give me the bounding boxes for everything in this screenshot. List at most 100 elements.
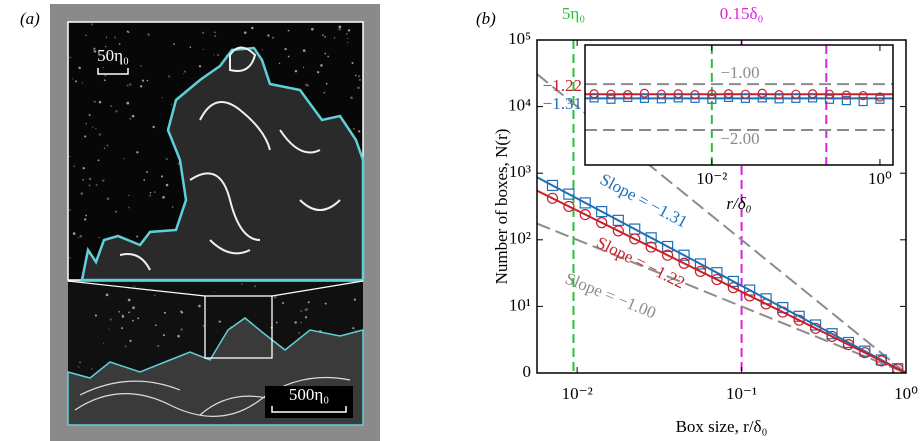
speckle [157, 345, 159, 347]
speckle [106, 145, 108, 147]
speckle [146, 171, 148, 173]
speckle [128, 32, 129, 33]
page: (a) (b) 50η₀ 500η₀ 5η₀0.15δ₀10⁻²10⁻¹10⁰0… [0, 0, 921, 441]
speckle [177, 335, 180, 338]
speckle [288, 30, 290, 32]
speckle [98, 159, 100, 161]
speckle [99, 133, 101, 135]
speckle [104, 79, 106, 81]
speckle [93, 51, 94, 52]
speckle [84, 218, 86, 220]
speckle [142, 80, 144, 82]
speckle [161, 175, 163, 177]
speckle [86, 123, 87, 124]
scale-bar-label: 50η₀ [97, 46, 129, 65]
speckle [358, 130, 360, 132]
speckle [163, 334, 165, 336]
speckle [358, 75, 360, 77]
speckle [154, 294, 156, 296]
speckle [137, 317, 139, 319]
x-tick-label: 10⁻² [696, 169, 727, 188]
speckle [91, 368, 93, 370]
speckle [338, 28, 341, 31]
speckle [123, 158, 124, 159]
speckle [184, 71, 186, 73]
speckle [295, 70, 297, 72]
speckle [107, 197, 110, 200]
speckle [334, 37, 336, 39]
speckle [168, 75, 170, 77]
speckle [213, 54, 214, 55]
speckle [89, 114, 91, 116]
speckle [94, 50, 96, 52]
speckle [347, 38, 348, 39]
speckle [166, 158, 168, 160]
speckle [129, 83, 131, 85]
speckle [308, 301, 310, 303]
speckle [126, 102, 129, 105]
speckle [172, 206, 174, 208]
speckle [102, 179, 104, 181]
speckle [347, 42, 348, 43]
speckle [214, 291, 215, 292]
y-tick-label: 10⁴ [508, 96, 531, 115]
speckle [83, 167, 85, 169]
speckle [75, 80, 77, 82]
speckle [89, 184, 91, 186]
speckle [254, 285, 256, 287]
speckle [128, 207, 130, 209]
speckle [305, 316, 307, 318]
speckle [94, 101, 96, 103]
panel-label: (b) [476, 9, 496, 28]
speckle [69, 257, 71, 259]
speckle [214, 35, 216, 37]
speckle [214, 32, 215, 33]
speckle [294, 321, 296, 323]
speckle [121, 327, 123, 329]
speckle [82, 82, 84, 84]
speckle [317, 71, 319, 73]
speckle [183, 73, 184, 74]
speckle [85, 35, 86, 36]
speckle [279, 63, 280, 64]
speckle [274, 296, 277, 299]
speckle [324, 36, 326, 38]
speckle [98, 237, 100, 239]
vertical-marker-label: 5η₀ [562, 4, 585, 23]
speckle [104, 148, 105, 149]
speckle [150, 192, 151, 193]
speckle [136, 151, 138, 153]
speckle [219, 320, 221, 322]
y-tick-label: 0 [523, 362, 532, 381]
speckle [129, 340, 131, 342]
speckle [284, 48, 286, 50]
vertical-marker-label: 0.15δ₀ [720, 4, 764, 23]
speckle [147, 80, 149, 82]
speckle [326, 83, 328, 85]
y-tick-label: 10³ [509, 162, 531, 181]
speckle [110, 318, 112, 320]
speckle [78, 237, 79, 238]
speckle [140, 65, 142, 67]
speckle [352, 327, 354, 329]
speckle [276, 322, 278, 324]
y-axis-label: Number of boxes, N(r) [492, 129, 511, 285]
y-tick-label: 10² [509, 229, 531, 248]
speckle [114, 37, 116, 39]
speckle [102, 67, 104, 69]
speckle [350, 96, 353, 99]
speckle [180, 310, 182, 312]
speckle [115, 110, 117, 112]
speckle [282, 302, 284, 304]
speckle [85, 215, 87, 217]
speckle [122, 314, 123, 315]
speckle [106, 293, 109, 296]
speckle [152, 126, 154, 128]
speckle [80, 192, 83, 195]
speckle [305, 308, 308, 311]
speckle [303, 67, 304, 68]
speckle [94, 48, 96, 50]
speckle [324, 53, 326, 55]
speckle [351, 62, 353, 64]
x-tick-label: 10⁰ [894, 384, 918, 403]
